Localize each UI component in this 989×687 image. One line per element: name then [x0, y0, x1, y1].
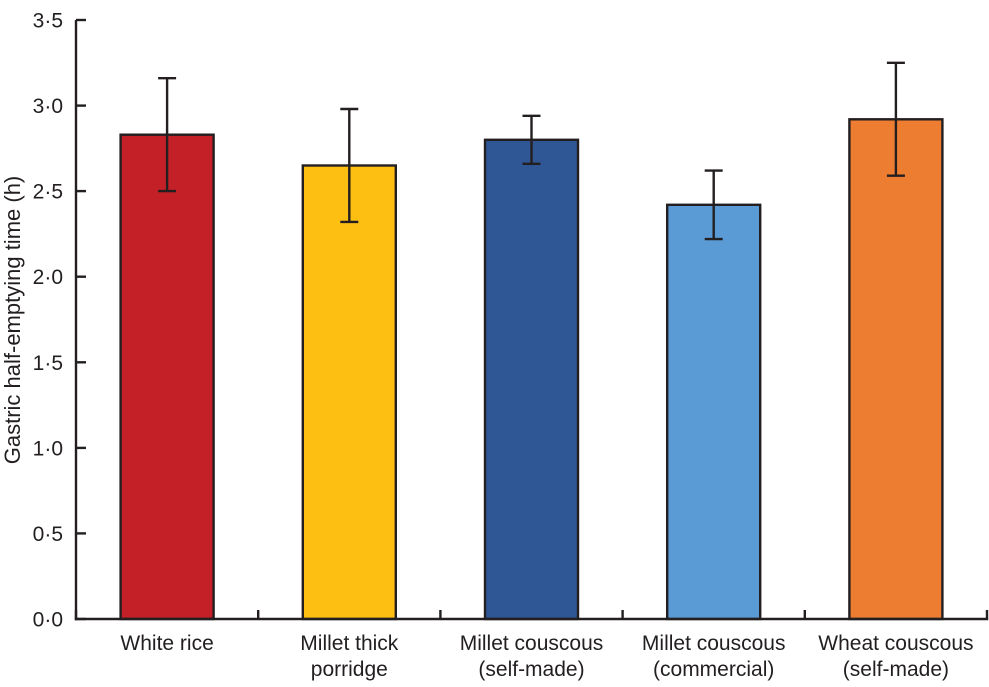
- y-tick-label-3-5: 3·5: [33, 10, 63, 33]
- error-bar-wheat-couscous-self-made: [886, 61, 905, 177]
- y-tick-label-0-0: 0·0: [33, 609, 63, 632]
- bar-millet-couscous-self-made: [483, 138, 580, 621]
- x-tick-label-millet-couscous-commercial-line1: Millet couscous: [642, 632, 786, 655]
- error-bar-millet-thick-porridge: [340, 107, 359, 224]
- x-tick-label-wheat-couscous-self-made-line1: Wheat couscous: [818, 632, 973, 655]
- y-tick-label-2-5: 2·5: [33, 181, 63, 204]
- y-axis-title: Gastric half-emptying time (h): [0, 176, 25, 465]
- y-tick-label-3-0: 3·0: [33, 95, 63, 118]
- error-bar-millet-couscous-self-made: [522, 114, 541, 166]
- error-bar-white-rice: [158, 76, 177, 193]
- y-tick-label-0-5: 0·5: [33, 523, 63, 546]
- x-tick-label-millet-couscous-self-made-line1: Millet couscous: [460, 632, 604, 655]
- x-tick-label-wheat-couscous-self-made-line2: (self-made): [843, 658, 949, 681]
- bar-millet-thick-porridge: [301, 164, 397, 621]
- bar-wheat-couscous-self-made: [848, 118, 944, 621]
- y-tick-label-1-5: 1·5: [33, 352, 63, 375]
- x-tick-label-millet-couscous-commercial-line2: (commercial): [653, 658, 774, 681]
- y-tick-label-1-0: 1·0: [33, 437, 63, 460]
- x-tick-label-millet-thick-porridge-line1: Millet thick: [300, 632, 399, 655]
- y-tick-label-2-0: 2·0: [33, 266, 63, 289]
- error-bar-millet-couscous-commercial: [704, 169, 723, 241]
- bar-white-rice: [119, 133, 215, 621]
- x-tick-label-millet-thick-porridge-line2: porridge: [311, 658, 388, 681]
- bar-millet-couscous-commercial: [666, 203, 762, 621]
- x-tick-label-millet-couscous-self-made-line2: (self-made): [478, 658, 584, 681]
- x-tick-label-white-rice-line1: White rice: [120, 632, 213, 655]
